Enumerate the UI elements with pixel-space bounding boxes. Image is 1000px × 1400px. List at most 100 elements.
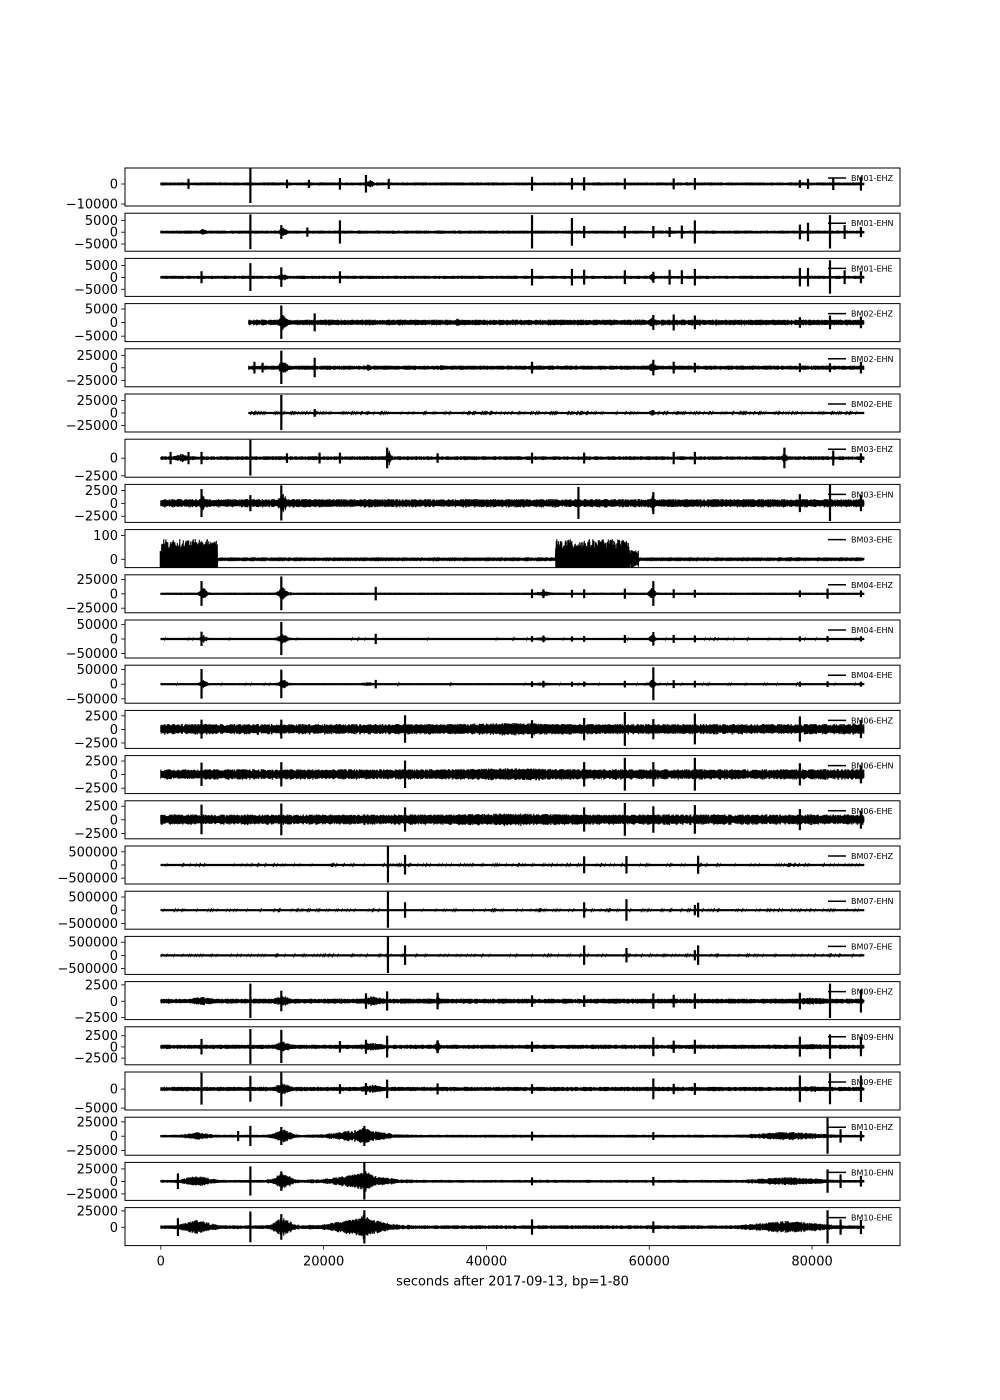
legend-label: BM04-EHZ <box>851 581 894 590</box>
y-tick-label: 0 <box>110 452 118 467</box>
y-tick-label: 0 <box>110 1221 118 1236</box>
y-tick-label: −25000 <box>66 419 118 434</box>
trace-panel: 25000−2500 BM06-EHE <box>74 800 901 842</box>
y-tick-label: 50000 <box>77 663 118 678</box>
trace-panel: 0 −2500 BM03-EHZ <box>74 438 901 484</box>
trace-panel: 50000−5000 BM02-EHZ <box>74 303 901 345</box>
y-tick-label: 100 <box>93 529 118 544</box>
legend-label: BM04-EHN <box>851 626 894 635</box>
y-tick-label: 0 <box>110 813 118 828</box>
legend-label: BM10-EHN <box>851 1168 894 1177</box>
y-tick-label: 500000 <box>68 891 118 906</box>
legend-label: BM03-EHE <box>851 536 893 545</box>
y-tick-label: −10000 <box>66 198 118 213</box>
y-tick-label: 500000 <box>68 936 118 951</box>
x-tick-label: 80000 <box>791 1255 832 1270</box>
legend-label: BM07-EHE <box>851 942 893 951</box>
trace-panel: 500000−50000 BM04-EHN <box>66 618 901 662</box>
panel-frame <box>124 1207 901 1247</box>
y-tick-label: −25000 <box>66 1187 118 1202</box>
x-axis-label: seconds after 2017-09-13, bp=1-80 <box>396 1275 629 1290</box>
y-tick-label: −500000 <box>57 962 118 977</box>
y-tick-label: 0 <box>110 226 118 241</box>
panel-frame <box>124 167 901 207</box>
y-tick-label: −2500 <box>74 1052 118 1067</box>
legend-label: BM06-EHZ <box>851 716 894 725</box>
legend-label: BM02-EHE <box>851 400 893 409</box>
y-tick-label: 2500 <box>85 755 118 770</box>
trace-panel: 50000−5000 BM01-EHN <box>74 212 901 253</box>
y-tick-label: 0 <box>110 1083 118 1098</box>
y-tick-label: 0 <box>110 904 118 919</box>
trace-panel: 25000−2500 BM03-EHN <box>74 483 901 525</box>
y-tick-label: 25000 <box>77 573 118 588</box>
x-tick-label: 60000 <box>629 1255 670 1270</box>
y-tick-label: −25000 <box>66 374 118 389</box>
y-tick-label: 25000 <box>77 1204 118 1219</box>
y-tick-label: 2500 <box>85 1029 118 1044</box>
panel-frame <box>124 529 901 569</box>
y-tick-label: −2500 <box>74 736 118 751</box>
legend-label: BM07-EHN <box>851 897 894 906</box>
trace-panel: 25000 0 BM10-EHE <box>77 1204 901 1247</box>
y-tick-label: 0 <box>110 859 118 874</box>
y-tick-label: 0 <box>110 995 118 1010</box>
legend-label: BM07-EHZ <box>851 852 894 861</box>
y-tick-label: 25000 <box>77 1115 118 1130</box>
y-tick-label: 5000 <box>85 259 118 274</box>
y-tick-label: −5000 <box>74 330 118 345</box>
y-tick-label: 2500 <box>85 709 118 724</box>
trace-panel: 100 0 BM03-EHE <box>93 529 901 569</box>
y-tick-label: 2500 <box>85 978 118 993</box>
y-tick-label: −5000 <box>74 1102 118 1117</box>
y-tick-label: 5000 <box>85 214 118 229</box>
y-tick-label: 2500 <box>85 484 118 499</box>
y-tick-label: −25000 <box>66 1144 118 1159</box>
legend-label: BM01-EHZ <box>851 174 894 183</box>
trace-panel: 25000−2500 BM06-EHZ <box>74 709 901 751</box>
panel-frame <box>124 1026 901 1066</box>
y-tick-label: 0 <box>110 316 118 331</box>
y-tick-label: 0 <box>110 949 118 964</box>
y-tick-label: 0 <box>110 723 118 738</box>
legend-label: BM10-EHE <box>851 1214 893 1223</box>
y-tick-label: −25000 <box>66 602 118 617</box>
y-tick-label: 50000 <box>77 618 118 633</box>
legend-label: BM03-EHZ <box>851 445 894 454</box>
y-tick-label: 25000 <box>77 1162 118 1177</box>
y-tick-label: −500000 <box>57 872 118 887</box>
panel-frame <box>124 1071 901 1111</box>
y-tick-label: 25000 <box>77 349 118 364</box>
y-tick-label: 0 <box>110 768 118 783</box>
legend-label: BM02-EHZ <box>851 310 894 319</box>
panel-frame <box>124 981 901 1021</box>
y-tick-label: 500000 <box>68 845 118 860</box>
x-axis: 0 20000 40000 60000 80000 <box>157 1245 833 1270</box>
y-tick-label: 0 <box>110 178 118 193</box>
legend-label: BM09-EHN <box>851 1033 894 1042</box>
y-tick-label: −2500 <box>74 469 118 484</box>
legend-label: BM09-EHZ <box>851 988 894 997</box>
trace-panel: 25000−2500 BM09-EHN <box>74 1026 901 1067</box>
legend-label: BM09-EHE <box>851 1078 893 1087</box>
trace-panel: 2500 0−2500 BM09-EHZ <box>74 978 901 1026</box>
trace-panel: 50000−5000 BM01-EHE <box>74 257 901 298</box>
y-tick-label: 25000 <box>77 394 118 409</box>
y-tick-label: 0 <box>110 587 118 602</box>
y-tick-label: 0 <box>110 678 118 693</box>
y-tick-label: 0 <box>110 1175 118 1190</box>
y-tick-label: 2500 <box>85 800 118 815</box>
y-tick-label: 0 <box>110 1040 118 1055</box>
y-tick-label: 0 <box>110 361 118 376</box>
y-tick-label: −5000 <box>74 238 118 253</box>
y-tick-label: −2500 <box>74 782 118 797</box>
